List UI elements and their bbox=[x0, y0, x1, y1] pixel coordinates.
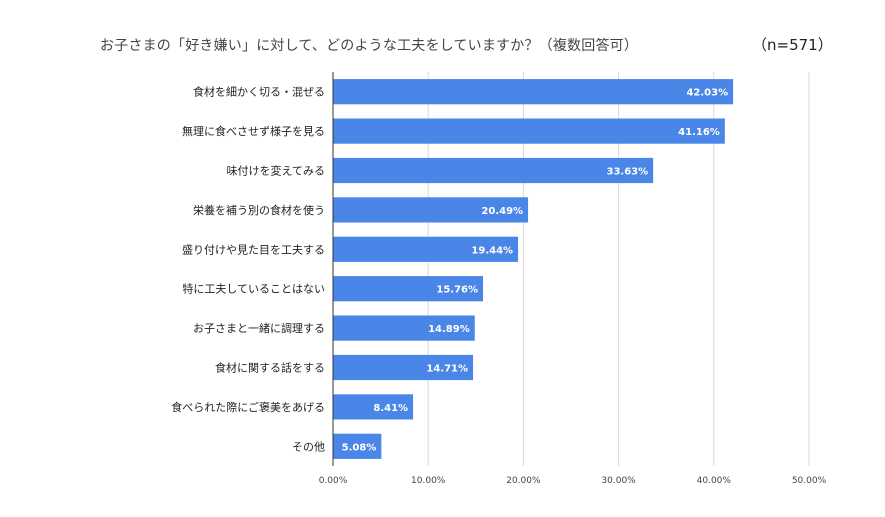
category-label: 食材に関する話をする bbox=[215, 361, 325, 375]
data-label: 14.89% bbox=[428, 324, 470, 335]
x-tick-label: 0.00% bbox=[319, 476, 348, 486]
sample-size-label: （n=571） bbox=[752, 36, 833, 54]
x-tick-label: 20.00% bbox=[506, 476, 541, 486]
category-label: 盛り付けや見た目を工夫する bbox=[182, 242, 325, 256]
bar bbox=[333, 157, 654, 184]
bar bbox=[333, 118, 725, 144]
bar bbox=[333, 276, 484, 302]
category-label: お子さまと一緒に調理する bbox=[193, 321, 325, 335]
data-label: 19.44% bbox=[471, 245, 513, 256]
bar bbox=[333, 433, 382, 459]
data-label: 15.76% bbox=[436, 285, 478, 296]
data-label: 20.49% bbox=[481, 206, 523, 217]
category-label: 栄養を補う別の食材を使う bbox=[193, 203, 325, 217]
category-label: 味付けを変えてみる bbox=[227, 164, 325, 178]
category-label: 無理に食べさせず様子を見る bbox=[182, 124, 325, 138]
data-label: 41.16% bbox=[678, 127, 720, 138]
bar bbox=[333, 354, 474, 381]
bar bbox=[333, 197, 529, 223]
bar bbox=[333, 315, 475, 341]
x-tick-label: 40.00% bbox=[697, 476, 732, 486]
data-label: 5.08% bbox=[342, 442, 377, 453]
data-label: 8.41% bbox=[373, 403, 408, 414]
data-label: 33.63% bbox=[607, 167, 649, 178]
bar bbox=[333, 394, 414, 420]
chart-title: お子さまの「好き嫌い」に対して、どのような工夫をしていますか？（複数回答可） bbox=[100, 38, 639, 54]
category-label: 食材を細かく切る・混ぜる bbox=[193, 85, 325, 99]
category-label: 食べられた際にご褒美をあげる bbox=[171, 400, 325, 414]
x-tick-label: 50.00% bbox=[792, 476, 827, 486]
bar bbox=[333, 236, 519, 262]
x-tick-label: 10.00% bbox=[411, 476, 446, 486]
x-tick-label: 30.00% bbox=[601, 476, 636, 486]
category-label: 特に工夫していることはない bbox=[182, 282, 325, 296]
bar bbox=[333, 79, 734, 105]
data-label: 42.03% bbox=[686, 88, 728, 99]
data-label: 14.71% bbox=[426, 364, 468, 375]
category-label: その他 bbox=[292, 440, 325, 453]
